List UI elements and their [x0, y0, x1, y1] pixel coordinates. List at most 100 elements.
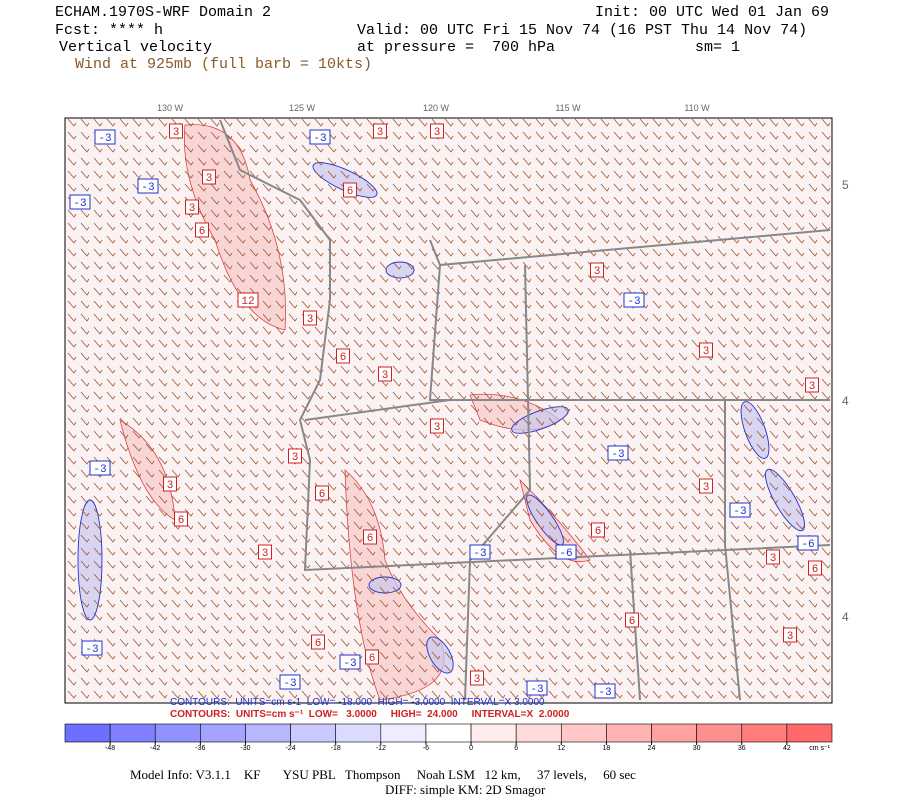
contour-label-box — [202, 169, 216, 185]
contour-label-box — [279, 674, 301, 690]
colorbar-tick-label: 30 — [693, 745, 701, 752]
colorbar-tick-label: -36 — [195, 745, 205, 752]
contour-label: 3 — [787, 631, 794, 643]
contour-label: -3 — [73, 198, 86, 210]
contour-label-box — [526, 680, 548, 696]
contour-label: -3 — [733, 506, 746, 518]
colorbar-tick-label: -48 — [105, 745, 115, 752]
contour-label-box — [174, 511, 188, 527]
contour-label-box — [430, 418, 444, 434]
contour-label: 6 — [367, 533, 374, 545]
contour-label-box — [365, 649, 379, 665]
contour-label-box — [336, 348, 350, 364]
contour-label-box — [258, 544, 272, 560]
longitude-label: 130 W — [157, 103, 184, 113]
contour-label: 12 — [241, 296, 254, 308]
contour-label-box — [699, 478, 713, 494]
contour-label: -3 — [343, 658, 356, 670]
contour-label-box — [805, 377, 819, 393]
contour-label-box — [315, 485, 329, 501]
longitude-labels: 130 W 125 W 120 W 115 W 110 W — [157, 103, 710, 113]
colorbar-cell — [560, 723, 607, 743]
model-info: Model Info: V3.1.1 KF YSU PBL Thompson N… — [130, 767, 636, 782]
title: ECHAM.1970S-WRF Domain 2 — [55, 4, 271, 21]
contour-label: -3 — [141, 182, 154, 194]
valid-time: Valid: 00 UTC Fri 15 Nov 74 (16 PST Thu … — [357, 22, 807, 39]
contour-label-box — [169, 123, 183, 139]
colorbar-tick-label: 12 — [557, 745, 565, 752]
positive-contour-info: CONTOURS: UNITS=cm s⁻¹ LOW= 3.0000 HIGH=… — [170, 709, 570, 720]
colorbar-tick-label: 18 — [603, 745, 611, 752]
pressure-level: at pressure = 700 hPa — [357, 39, 555, 56]
contour-label: -3 — [473, 548, 486, 560]
contour-label-box — [623, 292, 645, 308]
contour-label-box — [195, 222, 209, 238]
contour-label-box — [185, 199, 199, 215]
colorbar-tick-label: 36 — [738, 745, 746, 752]
wind-description: Wind at 925mb (full barb = 10kts) — [75, 56, 372, 73]
colorbar-cell — [245, 723, 291, 743]
contour-label: -3 — [283, 678, 296, 690]
contour-label: 3 — [189, 203, 196, 215]
colorbar-cell — [335, 723, 382, 743]
contour-label-box — [625, 612, 639, 628]
wind-barbs — [65, 118, 832, 703]
contour-label: -6 — [801, 539, 814, 551]
longitude-label: 115 W — [555, 103, 581, 113]
contour-label: -3 — [627, 296, 640, 308]
colorbar-cell — [696, 723, 743, 743]
contour-label-box — [303, 310, 317, 326]
forecast-hour: Fcst: **** h — [55, 22, 163, 39]
colorbar-cell — [786, 723, 833, 743]
longitude-label: 110 W — [684, 103, 710, 113]
contour-label: 6 — [319, 489, 326, 501]
contour-label-box — [555, 544, 577, 560]
colorbar-cell — [380, 723, 427, 743]
contour-label-box — [783, 627, 797, 643]
contour-label: 3 — [703, 482, 710, 494]
colorbar-tick-label: -30 — [240, 745, 250, 752]
contour-label: -3 — [85, 644, 98, 656]
latitude-labels: 5 4 4 — [842, 178, 849, 624]
contour-label: -6 — [559, 548, 572, 560]
colorbar-cell — [515, 723, 562, 743]
contour-label: 3 — [809, 381, 816, 393]
colorbar-tick-label: 0 — [469, 745, 473, 752]
contour-label-box — [89, 460, 111, 476]
latitude-label: 4 — [842, 394, 849, 408]
diff-info: DIFF: simple KM: 2D Smagor — [385, 782, 546, 797]
contour-label-box — [766, 549, 780, 565]
contour-label-box — [309, 129, 331, 145]
contour-label-box — [591, 522, 605, 538]
colorbar-tick-label: -12 — [376, 745, 386, 752]
contour-label-box — [163, 476, 177, 492]
contour-label: -3 — [598, 687, 611, 699]
contour-label-box — [339, 654, 361, 670]
contour-label-box — [288, 448, 302, 464]
longitude-label: 120 W — [423, 103, 450, 113]
contour-label: 6 — [595, 526, 602, 538]
contour-label: -3 — [611, 449, 624, 461]
colorbar-cell — [741, 723, 788, 743]
negative-contour-info: CONTOURS: UNITS=cm s-1 LOW= -18.000 HIGH… — [170, 697, 545, 708]
contour-label: 3 — [173, 127, 180, 139]
contour-label: 3 — [307, 314, 314, 326]
contour-label: -3 — [313, 133, 326, 145]
contour-label: -3 — [93, 464, 106, 476]
latitude-label: 4 — [842, 610, 849, 624]
map — [64, 117, 833, 704]
contour-label: 3 — [434, 127, 441, 139]
latitude-label: 5 — [842, 178, 849, 192]
contour-label: 6 — [347, 186, 354, 198]
contour-label-box — [594, 683, 616, 699]
colorbar-tick-label: -24 — [286, 745, 296, 752]
colorbar-tick-label: -18 — [331, 745, 341, 752]
colorbar-tick-label: -42 — [150, 745, 160, 752]
contour-label: 3 — [206, 173, 213, 185]
contour-label: 3 — [474, 674, 481, 686]
colorbar-tick-label: 24 — [648, 745, 656, 752]
contour-label-box — [699, 342, 713, 358]
colorbar-cell — [425, 723, 472, 743]
contour-label-box — [373, 123, 387, 139]
colorbar-cell — [200, 723, 246, 743]
